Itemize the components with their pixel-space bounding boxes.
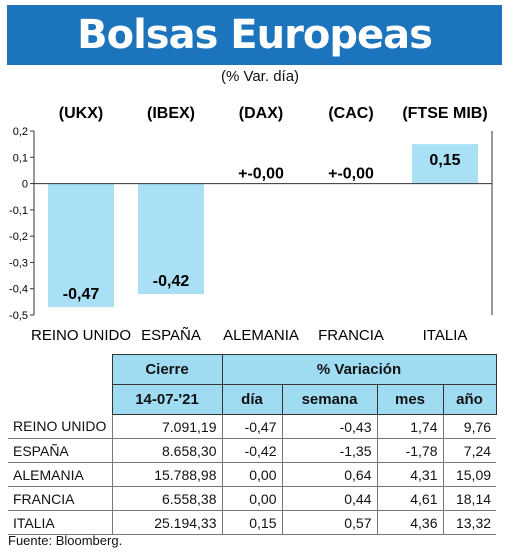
y-tick-label: -0,5 — [9, 310, 28, 322]
cell-mes: 1,74 — [376, 414, 443, 439]
cell-semana: -1,35 — [281, 438, 377, 463]
header-dia: día — [221, 384, 283, 415]
cell-cierre: 25.194,33 — [111, 510, 222, 535]
table-subheader-row: 14-07-'21 día semana mes año — [8, 384, 497, 415]
row-name: ITALIA — [8, 510, 112, 535]
y-tick-label: -0,3 — [9, 257, 28, 269]
y-tick-label: 0,1 — [13, 152, 28, 164]
bar-value-label: -0,42 — [153, 273, 190, 290]
y-tick-label: -0,4 — [9, 284, 28, 296]
header-semana: semana — [281, 384, 378, 415]
cell-dia: 0,15 — [221, 510, 282, 535]
header-cierre: Cierre — [111, 354, 223, 385]
table-row: ITALIA 25.194,33 0,15 0,57 4,36 13,32 — [8, 510, 497, 535]
table-row: FRANCIA 6.558,38 0,00 0,44 4,61 18,14 — [8, 486, 497, 511]
y-tick-label: 0 — [22, 179, 28, 191]
cell-mes: 4,36 — [376, 510, 443, 535]
bar-value-label: +-0,00 — [328, 166, 374, 183]
bar-value-label: -0,47 — [63, 286, 100, 303]
table-row: ESPAÑA 8.658,30 -0,42 -1,35 -1,78 7,24 — [8, 438, 497, 463]
y-tick-label: -0,2 — [9, 231, 28, 243]
bar — [138, 183, 204, 294]
cell-ano: 15,09 — [442, 462, 497, 487]
page-title: Bolsas Europeas — [77, 12, 433, 58]
cell-mes: 4,31 — [376, 462, 443, 487]
index-code-label: (DAX) — [239, 105, 283, 122]
header-mes: mes — [376, 384, 444, 415]
index-code-label: (CAC) — [328, 105, 373, 122]
cell-mes: 4,61 — [376, 486, 443, 511]
row-name: FRANCIA — [8, 486, 112, 511]
title-banner: Bolsas Europeas — [7, 5, 502, 65]
x-category-label: ALEMANIA — [223, 327, 299, 344]
bar — [412, 144, 478, 184]
cell-semana: 0,64 — [281, 462, 377, 487]
bar-value-label: +-0,00 — [238, 166, 284, 183]
cell-dia: -0,42 — [221, 438, 282, 463]
bar-chart: 0,2 0,1 0 -0,1 -0,2 -0,3 -0,4 -0,5 -0,47 (UKX) REI… — [9, 105, 493, 344]
header-ano: año — [442, 384, 497, 415]
x-category-label: ITALIA — [423, 327, 468, 344]
y-tick-label: -0,1 — [9, 205, 28, 217]
x-category-label: ESPAÑA — [141, 327, 201, 344]
row-name: ALEMANIA — [8, 462, 112, 487]
header-variacion: % Variación — [221, 354, 497, 385]
cell-semana: 0,57 — [281, 510, 377, 535]
x-category-label: FRANCIA — [318, 327, 384, 344]
cell-ano: 18,14 — [442, 486, 497, 511]
index-code-label: (IBEX) — [147, 105, 195, 122]
x-category-label: REINO UNIDO — [31, 327, 131, 344]
source-note: Fuente: Bloomberg. — [8, 533, 123, 548]
cell-ano: 7,24 — [442, 438, 497, 463]
row-name: REINO UNIDO — [8, 414, 112, 439]
data-table: Cierre % Variación 14-07-'21 día semana … — [8, 354, 497, 535]
chart-subtitle: (% Var. día) — [220, 68, 300, 85]
bar-value-label: 0,15 — [429, 152, 460, 169]
cell-semana: -0,43 — [281, 414, 377, 439]
row-name: ESPAÑA — [8, 438, 112, 463]
cell-cierre: 15.788,98 — [111, 462, 222, 487]
cell-cierre: 7.091,19 — [111, 414, 222, 439]
cell-mes: -1,78 — [376, 438, 443, 463]
cell-cierre: 8.658,30 — [111, 438, 222, 463]
cell-dia: -0,47 — [221, 414, 282, 439]
table-row: REINO UNIDO 7.091,19 -0,47 -0,43 1,74 9,… — [8, 414, 497, 439]
index-code-label: (FTSE MIB) — [402, 105, 487, 122]
cell-cierre: 6.558,38 — [111, 486, 222, 511]
table-header-row: Cierre % Variación — [8, 354, 497, 415]
table-row: ALEMANIA 15.788,98 0,00 0,64 4,31 15,09 — [8, 462, 497, 487]
empty-corner — [8, 354, 113, 415]
cell-ano: 9,76 — [442, 414, 497, 439]
header-date: 14-07-'21 — [111, 384, 223, 415]
cell-semana: 0,44 — [281, 486, 377, 511]
y-tick-label: 0,2 — [13, 126, 28, 138]
cell-ano: 13,32 — [442, 510, 497, 535]
cell-dia: 0,00 — [221, 462, 282, 487]
cell-dia: 0,00 — [221, 486, 282, 511]
index-code-label: (UKX) — [59, 105, 103, 122]
bar — [48, 183, 114, 308]
